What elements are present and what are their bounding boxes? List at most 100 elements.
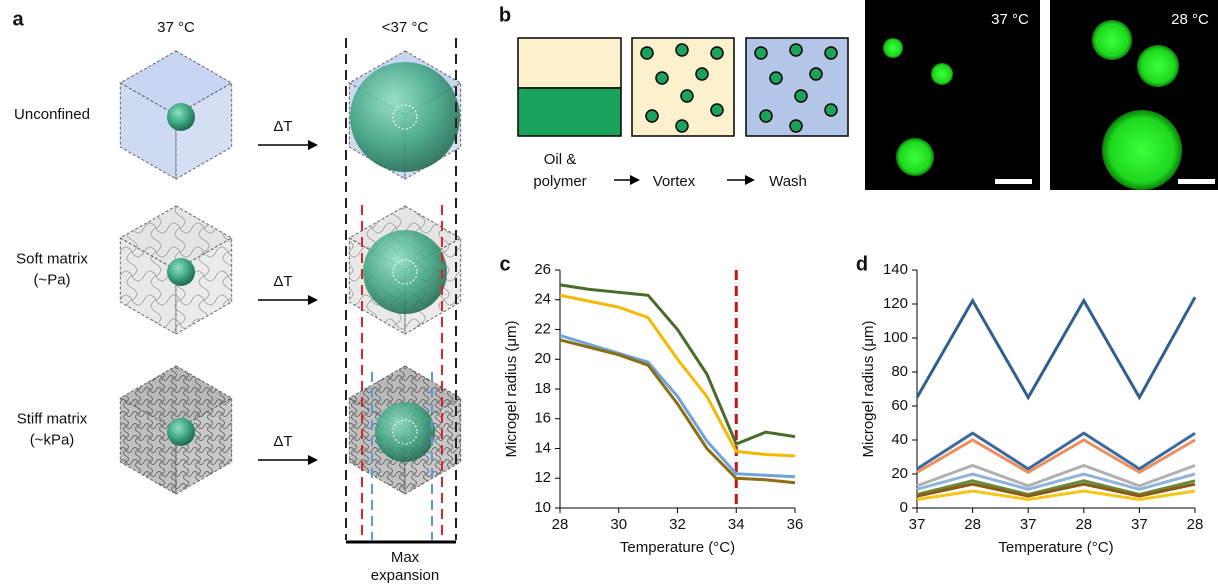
- row-label: Stiff matrix: [17, 410, 88, 427]
- y-tick-label: 0: [900, 499, 908, 516]
- droplet: [656, 72, 668, 84]
- y-tick-label: 12: [534, 469, 551, 486]
- column-header: 37 °C: [157, 19, 195, 36]
- droplet: [641, 47, 653, 59]
- y-tick-label: 20: [891, 465, 908, 482]
- y-tick-label: 40: [891, 431, 908, 448]
- series-line: [560, 285, 795, 444]
- droplet: [770, 72, 782, 84]
- droplet: [711, 47, 723, 59]
- step-label: polymer: [533, 173, 586, 190]
- x-tick-label: 28: [552, 516, 569, 533]
- x-tick-label: 30: [610, 516, 627, 533]
- row-label: Unconfined: [14, 106, 90, 123]
- arrow-head: [630, 175, 640, 185]
- microgel: [375, 402, 435, 462]
- x-tick-label: 28: [964, 516, 981, 533]
- x-tick-label: 37: [1020, 516, 1037, 533]
- box: [518, 88, 621, 136]
- y-tick-label: 10: [534, 499, 551, 516]
- microgel: [167, 418, 195, 446]
- series-line: [917, 440, 1195, 472]
- y-axis-label: Microgel radius (μm): [503, 320, 520, 457]
- droplet: [755, 47, 767, 59]
- droplet: [810, 68, 822, 80]
- microgel-image: [931, 63, 953, 85]
- droplet: [825, 104, 837, 116]
- footer-text: expansion: [371, 567, 439, 584]
- series-line: [917, 297, 1195, 397]
- microgel-image: [896, 138, 934, 176]
- y-tick-label: 18: [534, 380, 551, 397]
- x-tick-label: 32: [669, 516, 686, 533]
- series-line: [560, 295, 795, 456]
- microgel: [363, 230, 447, 314]
- panel-label: b: [499, 4, 511, 26]
- panel-label: a: [12, 8, 24, 30]
- y-tick-label: 14: [534, 439, 551, 456]
- microgel-image: [1102, 110, 1182, 190]
- droplet: [681, 90, 693, 102]
- x-tick-label: 37: [1131, 516, 1148, 533]
- row-label: (~kPa): [30, 431, 75, 448]
- arrow-label: ΔT: [273, 118, 292, 135]
- droplet: [790, 44, 802, 56]
- step-label: Oil &: [544, 151, 577, 168]
- y-tick-label: 26: [534, 261, 551, 278]
- droplet: [825, 47, 837, 59]
- scale-bar: [1178, 179, 1215, 184]
- footer-text: Max: [391, 549, 420, 566]
- y-tick-label: 60: [891, 397, 908, 414]
- microgel: [167, 258, 195, 286]
- droplet: [696, 68, 708, 80]
- x-axis-label: Temperature (°C): [620, 539, 735, 556]
- x-tick-label: 28: [1075, 516, 1092, 533]
- droplet: [711, 104, 723, 116]
- microgel: [350, 62, 460, 172]
- arrow-label: ΔT: [273, 433, 292, 450]
- x-axis-label: Temperature (°C): [998, 539, 1113, 556]
- droplet: [646, 110, 658, 122]
- arrow-head: [745, 175, 755, 185]
- y-tick-label: 80: [891, 363, 908, 380]
- droplet: [795, 90, 807, 102]
- y-tick-label: 22: [534, 320, 551, 337]
- panel-d: d 0 20 40 60 80 100 120 140 37 28 37 28 37 28 Temperatu…: [856, 253, 1203, 556]
- panel-a: a 37 °C <37 °C Unconfined ΔT Soft matrix (~Pa)…: [12, 8, 460, 584]
- x-tick-label: 28: [1187, 516, 1204, 533]
- droplet: [790, 120, 802, 132]
- arrow-head: [308, 455, 318, 465]
- y-tick-label: 120: [883, 295, 908, 312]
- microgel-image: [1092, 20, 1132, 60]
- droplet: [676, 44, 688, 56]
- panel-label: c: [499, 253, 510, 275]
- figure: a 37 °C <37 °C Unconfined ΔT Soft matrix (~Pa)…: [0, 0, 1218, 585]
- y-tick-label: 16: [534, 410, 551, 427]
- micrograph: [865, 0, 1040, 190]
- y-tick-label: 100: [883, 329, 908, 346]
- x-tick-label: 37: [909, 516, 926, 533]
- y-tick-label: 20: [534, 350, 551, 367]
- step-label: Wash: [769, 173, 807, 190]
- image-label: 37 °C: [991, 11, 1029, 28]
- row-label: (~Pa): [33, 271, 70, 288]
- x-tick-label: 34: [728, 516, 745, 533]
- y-tick-label: 140: [883, 261, 908, 278]
- droplet: [676, 120, 688, 132]
- step-label: Vortex: [653, 173, 696, 190]
- arrow-head: [308, 140, 318, 150]
- scale-bar: [995, 179, 1032, 184]
- arrow-head: [308, 295, 318, 305]
- column-header: <37 °C: [382, 19, 429, 36]
- microgel-image: [883, 38, 903, 58]
- row-label: Soft matrix: [16, 250, 88, 267]
- microgel-image: [1137, 45, 1179, 87]
- microgel: [167, 103, 195, 131]
- panel-label: d: [856, 253, 868, 275]
- image-label: 28 °C: [1171, 11, 1209, 28]
- y-axis-label: Microgel radius (μm): [860, 320, 877, 457]
- y-tick-label: 24: [534, 291, 551, 308]
- box: [518, 38, 621, 88]
- arrow-label: ΔT: [273, 273, 292, 290]
